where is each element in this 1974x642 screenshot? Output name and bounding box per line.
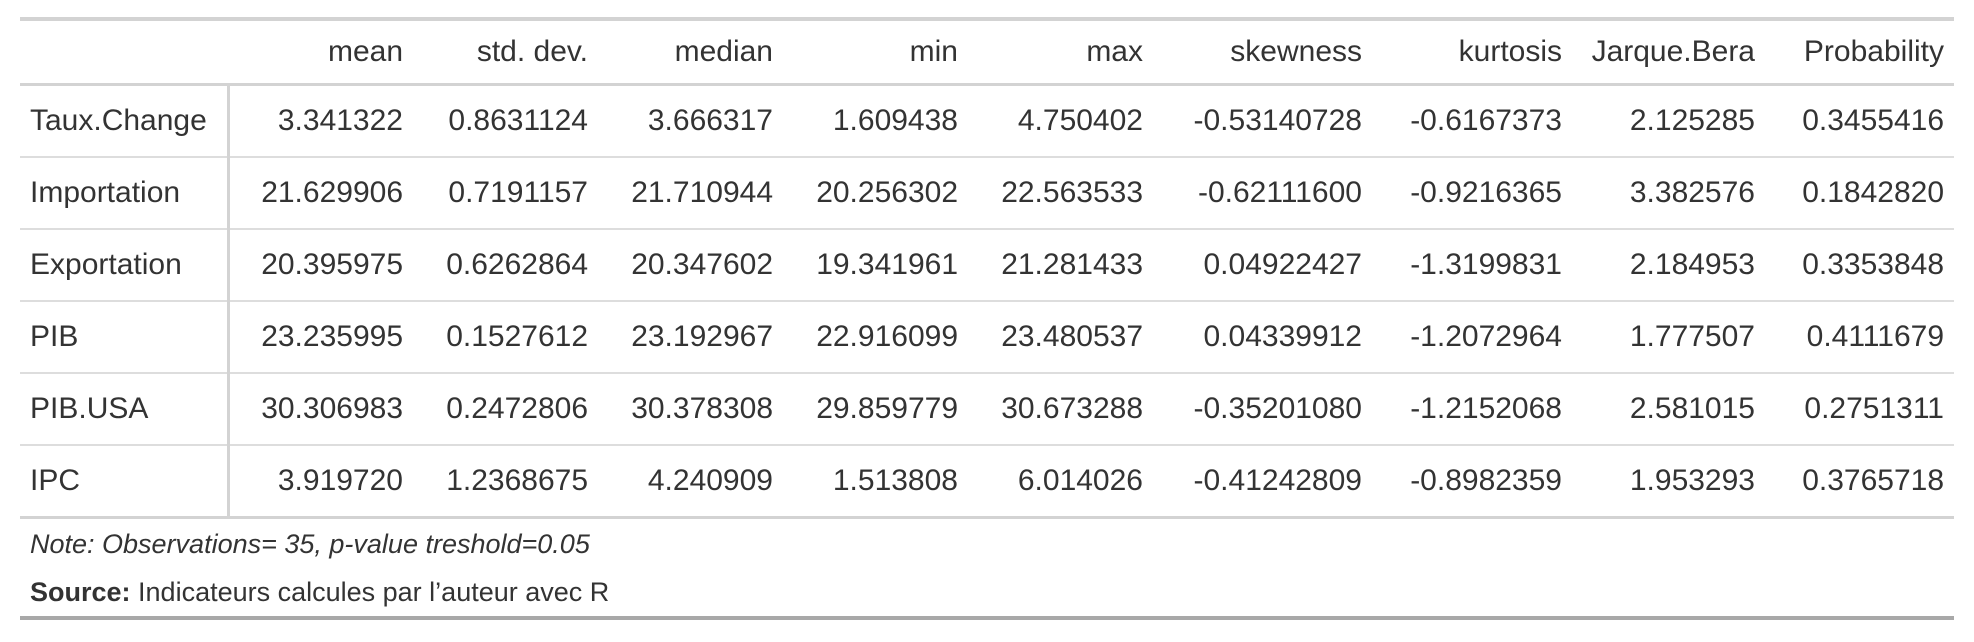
table-cell: 0.6262864 xyxy=(413,228,598,301)
table-cell: -0.41242809 xyxy=(1153,444,1372,519)
table-source: Source: Indicateurs calcules par l’auteu… xyxy=(20,570,1954,618)
table-cell: 1.609438 xyxy=(832,104,958,137)
table-cell: 30.378308 xyxy=(598,372,783,445)
table-cell: 23.480537 xyxy=(968,300,1153,373)
table-row: Importation 21.629906 0.7191157 21.71094… xyxy=(20,156,1954,229)
table-cell: 0.8631124 xyxy=(448,104,588,137)
table-cell: 19.341961 xyxy=(783,228,968,301)
table-row: Exportation 20.395975 0.6262864 20.34760… xyxy=(20,228,1954,301)
table-cell: 3.919720 xyxy=(228,444,413,519)
table-row: PIB 23.235995 0.1527612 23.192967 22.916… xyxy=(20,300,1954,373)
table-cell: -0.6167373 xyxy=(1410,104,1562,137)
row-label: Importation xyxy=(20,156,230,229)
row-label: Taux.Change xyxy=(20,84,230,157)
table-cell: 0.2751311 xyxy=(1765,372,1954,445)
column-header: skewness xyxy=(1230,35,1362,68)
row-label: Exportation xyxy=(20,228,230,301)
table-cell: 30.673288 xyxy=(968,372,1153,445)
table-cell: 21.710944 xyxy=(598,156,783,229)
table-cell: 30.306983 xyxy=(228,372,413,445)
table-cell: 20.256302 xyxy=(783,156,968,229)
row-label: IPC xyxy=(20,444,230,519)
column-header xyxy=(20,19,228,85)
column-header: mean xyxy=(327,35,403,68)
summary-statistics-table: mean std. dev. median min max skewness k… xyxy=(20,17,1954,620)
table-cell: 1.513808 xyxy=(783,444,968,519)
table-cell: 0.3765718 xyxy=(1765,444,1954,519)
table-cell: 23.192967 xyxy=(598,300,783,373)
table-cell: 2.581015 xyxy=(1572,372,1765,445)
table-cell: -0.62111600 xyxy=(1153,156,1372,229)
table-cell: 1.777507 xyxy=(1572,300,1765,373)
column-header: Probability xyxy=(1803,35,1944,68)
table-cell: -0.53140728 xyxy=(1193,104,1363,137)
source-row: Source: Indicateurs calcules par l’auteu… xyxy=(20,570,1954,618)
table-cell: 22.916099 xyxy=(783,300,968,373)
table-cell: 6.014026 xyxy=(968,444,1153,519)
table-note: Note: Observations= 35, p-value treshold… xyxy=(30,528,590,559)
table-cell: 21.281433 xyxy=(968,228,1153,301)
source-label: Source: xyxy=(30,577,131,607)
table-cell: 3.666317 xyxy=(647,104,773,137)
table-cell: 0.3455416 xyxy=(1802,104,1944,137)
column-header: kurtosis xyxy=(1458,35,1562,68)
table-cell: -0.35201080 xyxy=(1153,372,1372,445)
column-header: median xyxy=(674,35,773,68)
table-cell: 2.184953 xyxy=(1572,228,1765,301)
table-cell: 2.125285 xyxy=(1629,104,1755,137)
table-cell: 4.750402 xyxy=(1017,104,1143,137)
table-cell: -1.2072964 xyxy=(1372,300,1572,373)
table-cell: 4.240909 xyxy=(598,444,783,519)
note-row: Note: Observations= 35, p-value treshold… xyxy=(20,518,1954,570)
table-cell: 1.2368675 xyxy=(413,444,598,519)
table-cell: 0.4111679 xyxy=(1765,300,1954,373)
table-cell: 22.563533 xyxy=(968,156,1153,229)
table-cell: 0.3353848 xyxy=(1765,228,1954,301)
table-cell: 0.7191157 xyxy=(413,156,598,229)
table-cell: 21.629906 xyxy=(228,156,413,229)
table-cell: 23.235995 xyxy=(228,300,413,373)
table-cell: 20.395975 xyxy=(228,228,413,301)
table-cell: -1.3199831 xyxy=(1372,228,1572,301)
table-row: Taux.Change 3.341322 0.8631124 3.666317 … xyxy=(20,84,1954,157)
table-row: PIB.USA 30.306983 0.2472806 30.378308 29… xyxy=(20,372,1954,445)
table-cell: 0.1527612 xyxy=(413,300,598,373)
table-cell: 29.859779 xyxy=(783,372,968,445)
table-cell: 0.2472806 xyxy=(413,372,598,445)
source-text: Indicateurs calcules par l’auteur avec R xyxy=(130,577,610,607)
row-label: PIB.USA xyxy=(20,372,230,445)
table-cell: 3.341322 xyxy=(277,104,403,137)
column-header: max xyxy=(1086,35,1143,68)
table-cell: 0.04922427 xyxy=(1153,228,1372,301)
row-label: PIB xyxy=(20,300,230,373)
table-cell: 0.1842820 xyxy=(1765,156,1954,229)
column-header: min xyxy=(909,35,958,68)
table-cell: -0.9216365 xyxy=(1372,156,1572,229)
table-cell: 0.04339912 xyxy=(1153,300,1372,373)
table-cell: -1.2152068 xyxy=(1372,372,1572,445)
summary-statistics-table-container: mean std. dev. median min max skewness k… xyxy=(20,17,1954,620)
column-header: std. dev. xyxy=(476,35,588,68)
table-cell: -0.8982359 xyxy=(1372,444,1572,519)
table-row: IPC 3.919720 1.2368675 4.240909 1.513808… xyxy=(20,444,1954,519)
table-cell: 1.953293 xyxy=(1572,444,1765,519)
table-cell: 3.382576 xyxy=(1572,156,1765,229)
column-header: Jarque.Bera xyxy=(1591,35,1755,68)
header-row: mean std. dev. median min max skewness k… xyxy=(20,19,1954,85)
table-cell: 20.347602 xyxy=(598,228,783,301)
